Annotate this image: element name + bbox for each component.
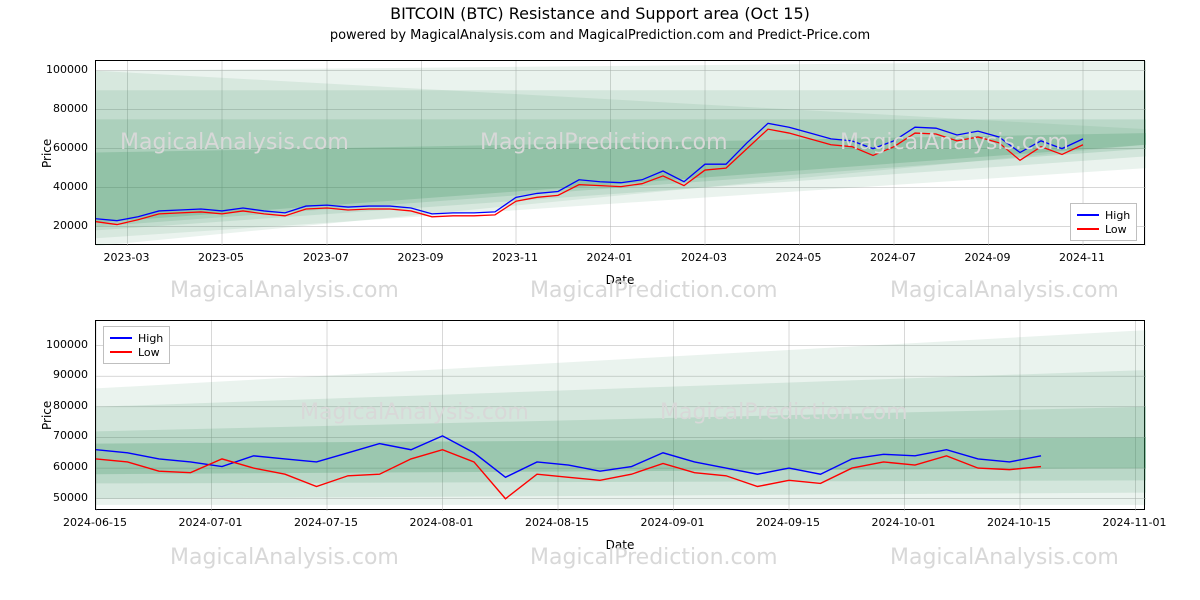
legend-label: Low xyxy=(1105,223,1127,236)
bottom-chart-legend: HighLow xyxy=(103,326,170,364)
top-chart-panel xyxy=(95,60,1145,245)
x-tick-label: 2024-09 xyxy=(953,251,1023,264)
legend-swatch xyxy=(1077,228,1099,230)
x-tick-label: 2024-05 xyxy=(764,251,834,264)
chart-title: BITCOIN (BTC) Resistance and Support are… xyxy=(0,4,1200,23)
x-tick-label: 2024-10-01 xyxy=(869,516,939,529)
x-tick-label: 2023-03 xyxy=(92,251,162,264)
x-tick-label: 2024-08-15 xyxy=(522,516,592,529)
legend-swatch xyxy=(1077,214,1099,216)
top-chart-legend: HighLow xyxy=(1070,203,1137,241)
y-tick-label: 70000 xyxy=(40,429,88,442)
legend-swatch xyxy=(110,351,132,353)
y-tick-label: 50000 xyxy=(40,491,88,504)
x-tick-label: 2024-03 xyxy=(669,251,739,264)
x-tick-label: 2024-09-15 xyxy=(753,516,823,529)
x-tick-label: 2023-05 xyxy=(186,251,256,264)
x-tick-label: 2023-11 xyxy=(480,251,550,264)
x-tick-label: 2024-01 xyxy=(575,251,645,264)
x-tick-label: 2024-07 xyxy=(858,251,928,264)
legend-label: Low xyxy=(138,346,160,359)
x-tick-label: 2024-08-01 xyxy=(407,516,477,529)
bottom-chart-panel xyxy=(95,320,1145,510)
legend-label: High xyxy=(138,332,163,345)
x-tick-label: 2024-11-01 xyxy=(1100,516,1170,529)
x-tick-label: 2024-07-15 xyxy=(291,516,361,529)
chart-subtitle: powered by MagicalAnalysis.com and Magic… xyxy=(0,28,1200,43)
y-tick-label: 60000 xyxy=(40,141,88,154)
legend-item: Low xyxy=(110,345,163,359)
x-tick-label: 2024-06-15 xyxy=(60,516,130,529)
y-tick-label: 60000 xyxy=(40,460,88,473)
top-chart-xlabel: Date xyxy=(95,273,1145,287)
figure: BITCOIN (BTC) Resistance and Support are… xyxy=(0,0,1200,600)
x-tick-label: 2024-11 xyxy=(1047,251,1117,264)
y-tick-label: 40000 xyxy=(40,180,88,193)
y-tick-label: 80000 xyxy=(40,102,88,115)
x-tick-label: 2024-07-01 xyxy=(176,516,246,529)
y-tick-label: 80000 xyxy=(40,399,88,412)
legend-swatch xyxy=(110,337,132,339)
y-tick-label: 20000 xyxy=(40,219,88,232)
y-tick-label: 100000 xyxy=(40,63,88,76)
x-tick-label: 2024-09-01 xyxy=(638,516,708,529)
bottom-chart-xlabel: Date xyxy=(95,538,1145,552)
x-tick-label: 2023-09 xyxy=(386,251,456,264)
x-tick-label: 2024-10-15 xyxy=(984,516,1054,529)
legend-label: High xyxy=(1105,209,1130,222)
legend-item: High xyxy=(110,331,163,345)
y-tick-label: 90000 xyxy=(40,368,88,381)
legend-item: Low xyxy=(1077,222,1130,236)
legend-item: High xyxy=(1077,208,1130,222)
y-tick-label: 100000 xyxy=(40,338,88,351)
x-tick-label: 2023-07 xyxy=(291,251,361,264)
